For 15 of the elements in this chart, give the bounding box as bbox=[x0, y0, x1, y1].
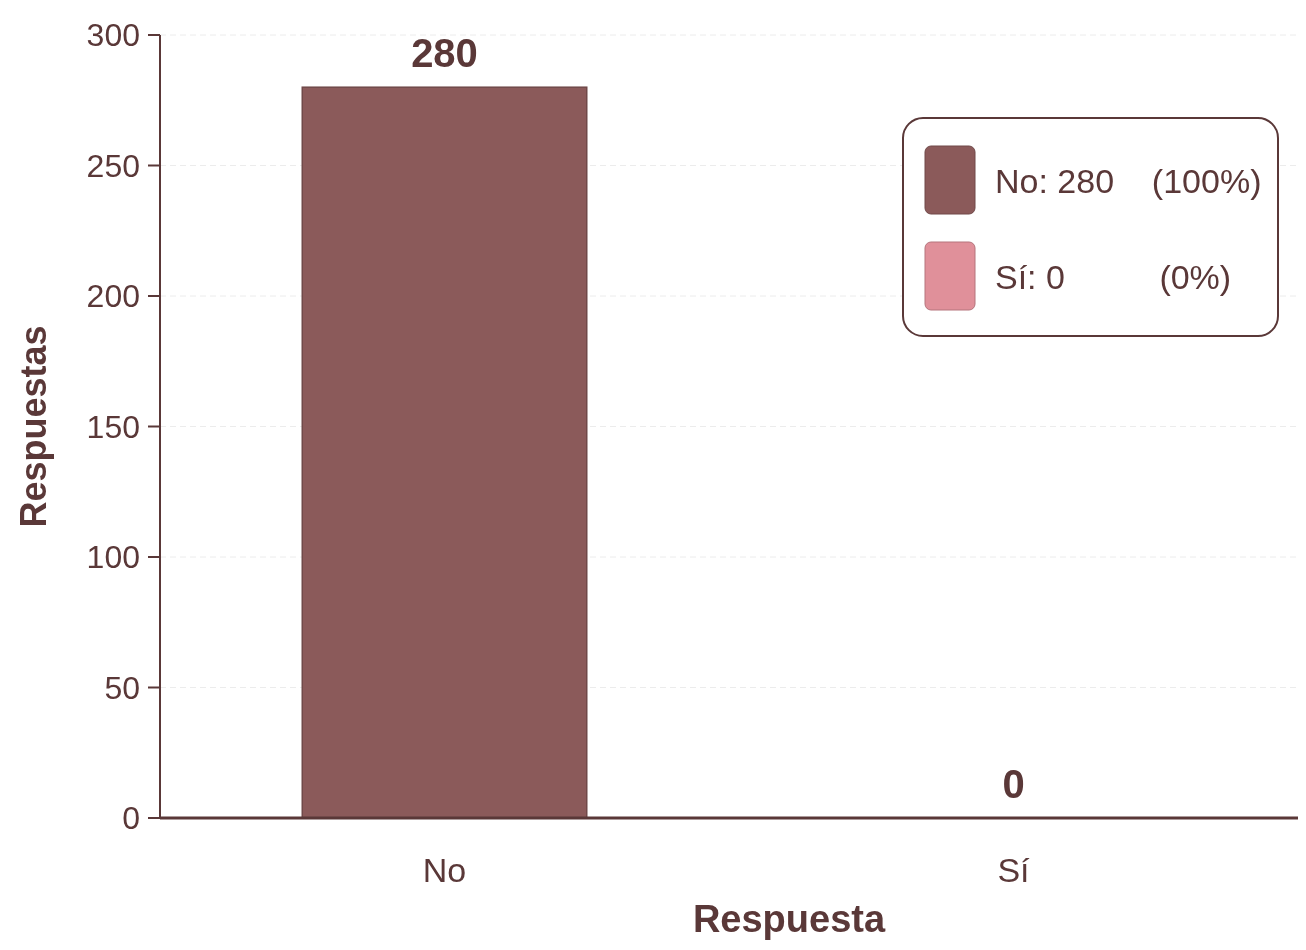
y-axis-title: Respuestas bbox=[13, 325, 54, 528]
x-tick-label: Sí bbox=[997, 851, 1031, 889]
y-tick-label: 50 bbox=[104, 669, 140, 706]
legend-label: No: 280 (100%) bbox=[995, 162, 1262, 200]
data-label: 0 bbox=[1002, 762, 1025, 806]
y-tick-label: 200 bbox=[86, 278, 140, 315]
y-tick-label: 300 bbox=[86, 17, 140, 54]
legend-label: Sí: 0 (0%) bbox=[995, 258, 1232, 296]
y-tick-label: 100 bbox=[86, 539, 140, 576]
data-label: 280 bbox=[411, 31, 478, 76]
y-tick-label: 150 bbox=[86, 408, 140, 445]
y-tick-label: 0 bbox=[122, 800, 140, 837]
x-axis-title: Respuesta bbox=[692, 898, 886, 940]
x-tick-label: No bbox=[422, 851, 467, 889]
y-tick-label: 250 bbox=[86, 147, 140, 184]
